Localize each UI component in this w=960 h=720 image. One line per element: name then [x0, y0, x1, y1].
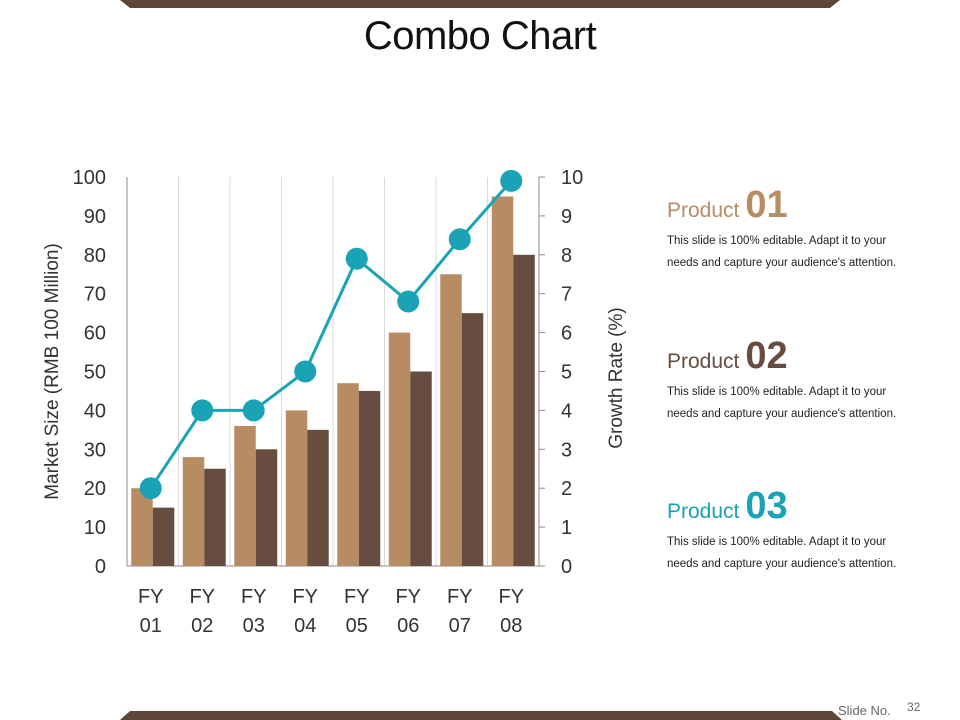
left-tick-label: 80 — [84, 245, 106, 267]
bar-series-1 — [440, 274, 462, 566]
x-tick-label: FY — [498, 586, 524, 608]
bar-series-1 — [234, 425, 256, 566]
bar-series-2 — [358, 390, 381, 566]
growth-point — [500, 169, 523, 192]
left-tick-label: 90 — [84, 206, 106, 228]
product-02-description: This slide is 100% editable. Adapt it to… — [667, 386, 897, 420]
x-tick-label: 04 — [294, 615, 316, 637]
bar-series-2 — [513, 254, 535, 567]
product-01-number: 01 — [745, 184, 788, 226]
right-tick-label: 10 — [561, 167, 583, 189]
bar-series-1 — [491, 196, 514, 566]
product-02-number: 02 — [745, 335, 788, 377]
bottom-decor-bar — [120, 711, 842, 720]
left-axis-title: Market Size (RMB 100 Million) — [42, 243, 63, 500]
product-03-block: Product 03 This slide is 100% editable. A… — [667, 487, 937, 575]
left-tick-label: 50 — [84, 362, 106, 384]
x-tick-label: 02 — [191, 615, 213, 637]
growth-point — [139, 477, 162, 500]
right-tick-label: 5 — [561, 362, 572, 384]
x-tick-label: 01 — [140, 615, 162, 637]
left-tick-label: 40 — [84, 400, 106, 422]
x-tick-label: 05 — [346, 615, 368, 637]
bar-series-1 — [337, 383, 359, 566]
bar-series-2 — [255, 449, 278, 566]
growth-point — [345, 247, 368, 270]
x-tick-label: FY — [395, 586, 421, 608]
slide-number-label: Slide No. — [838, 703, 891, 718]
x-tick-label: 07 — [449, 615, 471, 637]
product-03-description: This slide is 100% editable. Adapt it to… — [667, 536, 897, 570]
bar-series-1 — [388, 332, 411, 566]
right-tick-label: 4 — [561, 400, 572, 422]
right-tick-label: 1 — [561, 517, 572, 539]
bar-series-2 — [461, 313, 484, 566]
product-03-number: 03 — [745, 485, 788, 527]
x-tick-label: FY — [241, 586, 267, 608]
left-tick-label: 100 — [73, 167, 106, 189]
x-tick-label: FY — [344, 586, 370, 608]
right-axis-title: Growth Rate (%) — [606, 307, 627, 448]
x-tick-label: FY — [138, 586, 164, 608]
product-01-heading: Product 01 — [667, 186, 937, 224]
product-02-block: Product 02 This slide is 100% editable. A… — [667, 337, 937, 425]
growth-point — [242, 399, 265, 422]
left-tick-label: 70 — [84, 284, 106, 306]
right-tick-label: 3 — [561, 439, 572, 461]
product-01-word: Product — [667, 199, 740, 222]
bar-series-2 — [152, 507, 175, 566]
x-tick-label: 08 — [500, 615, 522, 637]
left-tick-label: 30 — [84, 439, 106, 461]
product-03-word: Product — [667, 500, 740, 523]
left-tick-label: 60 — [84, 323, 106, 345]
left-tick-label: 10 — [84, 517, 106, 539]
product-01-block: Product 01 This slide is 100% editable. A… — [667, 186, 937, 274]
bar-series-2 — [307, 429, 329, 566]
slide-number: 32 — [907, 700, 921, 714]
bar-series-1 — [285, 410, 308, 566]
growth-point — [294, 360, 317, 383]
bar-series-2 — [410, 371, 432, 566]
growth-point — [448, 228, 471, 251]
right-tick-label: 9 — [561, 206, 572, 228]
growth-point — [191, 399, 214, 422]
product-02-word: Product — [667, 350, 740, 373]
x-tick-label: FY — [447, 586, 473, 608]
x-tick-label: 03 — [243, 615, 265, 637]
bar-series-1 — [182, 457, 205, 566]
top-decor-bar — [120, 0, 840, 8]
left-tick-label: 0 — [95, 556, 106, 578]
right-tick-label: 7 — [561, 284, 572, 306]
product-02-heading: Product 02 — [667, 337, 937, 375]
x-tick-label: FY — [189, 586, 215, 608]
right-tick-label: 8 — [561, 245, 572, 267]
x-tick-label: 06 — [397, 615, 419, 637]
chart-title: Combo Chart — [363, 14, 597, 58]
bar-series-2 — [204, 468, 226, 566]
right-tick-label: 6 — [561, 323, 572, 345]
product-01-description: This slide is 100% editable. Adapt it to… — [667, 235, 897, 269]
right-tick-label: 2 — [561, 478, 572, 500]
x-tick-label: FY — [292, 586, 318, 608]
product-03-heading: Product 03 — [667, 487, 937, 525]
growth-point — [397, 290, 420, 313]
right-tick-label: 0 — [561, 556, 572, 578]
bar-series-1 — [131, 488, 153, 566]
left-tick-label: 20 — [84, 478, 106, 500]
